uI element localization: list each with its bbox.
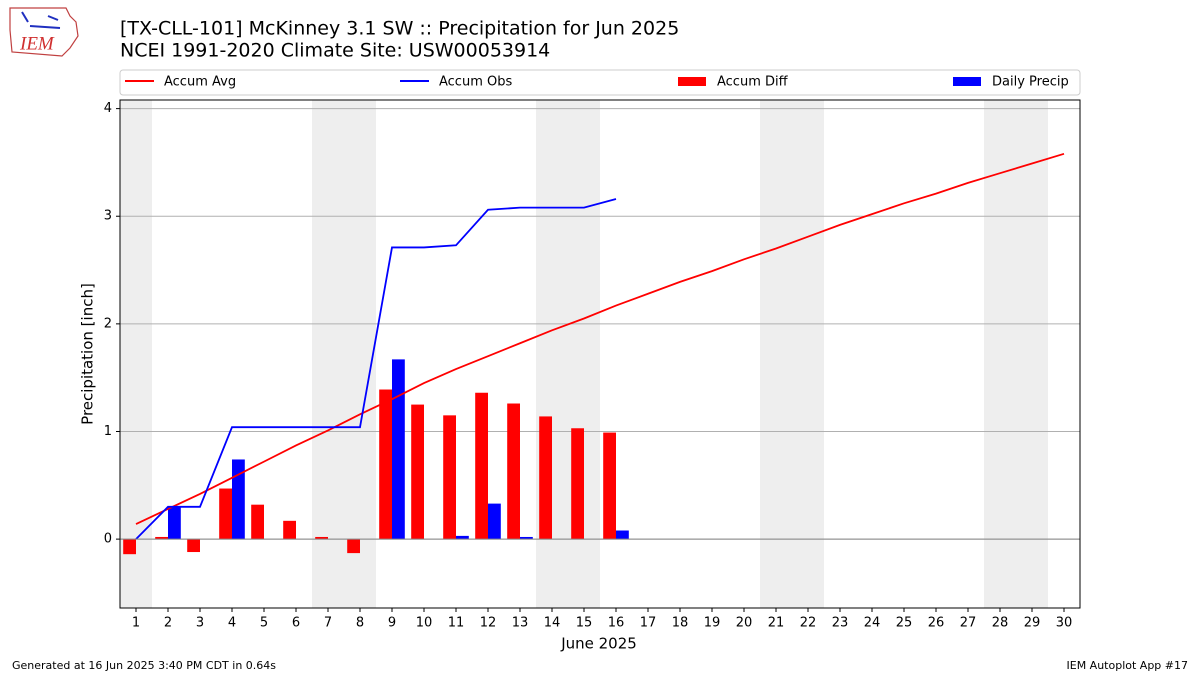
x-tick-label: 21 xyxy=(768,616,785,631)
bar xyxy=(219,488,232,540)
legend-swatch xyxy=(953,77,981,86)
x-tick-label: 2 xyxy=(164,616,172,631)
y-axis-label: Precipitation [inch] xyxy=(79,283,97,425)
legend-swatch xyxy=(678,77,706,86)
x-tick-label: 26 xyxy=(928,616,945,631)
bar xyxy=(443,415,456,540)
x-tick-label: 13 xyxy=(512,616,529,631)
x-tick-label: 17 xyxy=(640,616,657,631)
x-tick-label: 9 xyxy=(388,616,396,631)
x-tick-label: 28 xyxy=(992,616,1009,631)
x-tick-label: 11 xyxy=(448,616,465,631)
legend-label: Accum Diff xyxy=(717,75,789,90)
logo-icon xyxy=(21,11,61,29)
footer-left: Generated at 16 Jun 2025 3:40 PM CDT in … xyxy=(12,659,276,672)
line xyxy=(135,152,1065,525)
x-tick-label: 6 xyxy=(292,616,300,631)
bar xyxy=(379,389,392,540)
x-tick-label: 20 xyxy=(736,616,753,631)
bar xyxy=(168,506,181,540)
logo-text: IEM xyxy=(19,33,55,54)
bar xyxy=(123,539,136,555)
x-tick-label: 24 xyxy=(864,616,881,631)
x-tick-label: 19 xyxy=(704,616,721,631)
weekend-band xyxy=(312,100,376,608)
bar xyxy=(475,392,488,540)
bar xyxy=(488,503,501,540)
weekend-band xyxy=(984,100,1048,608)
x-tick-label: 30 xyxy=(1056,616,1073,631)
x-tick-label: 12 xyxy=(480,616,497,631)
x-tick-label: 22 xyxy=(800,616,817,631)
x-tick-label: 10 xyxy=(416,616,433,631)
bar xyxy=(616,530,629,540)
y-tick-label: 2 xyxy=(104,316,112,331)
line xyxy=(135,198,617,540)
x-tick-label: 18 xyxy=(672,616,689,631)
x-tick-label: 23 xyxy=(832,616,849,631)
bar xyxy=(347,539,360,554)
x-tick-label: 29 xyxy=(1024,616,1041,631)
weekend-band xyxy=(760,100,824,608)
y-tick-label: 1 xyxy=(104,424,112,439)
bar xyxy=(283,520,296,540)
x-tick-label: 8 xyxy=(356,616,364,631)
footer-right: IEM Autoplot App #17 xyxy=(1067,659,1189,672)
bar xyxy=(187,539,200,553)
plot-frame xyxy=(119,99,1081,609)
legend-box xyxy=(119,69,1081,96)
bar xyxy=(603,432,616,540)
x-axis-label: June 2025 xyxy=(560,635,637,653)
legend-label: Daily Precip xyxy=(992,75,1069,90)
legend-label: Accum Avg xyxy=(164,75,236,90)
bar xyxy=(456,535,469,540)
logo: IEM xyxy=(9,7,79,57)
bar xyxy=(520,536,533,540)
bar xyxy=(155,536,168,540)
bar xyxy=(571,428,584,540)
y-tick-label: 0 xyxy=(104,532,112,547)
bar xyxy=(232,459,245,540)
weekend-band xyxy=(120,100,152,608)
x-tick-label: 27 xyxy=(960,616,977,631)
x-tick-label: 14 xyxy=(544,616,561,631)
x-tick-label: 25 xyxy=(896,616,913,631)
x-tick-label: 15 xyxy=(576,616,593,631)
chart-title: [TX-CLL-101] McKinney 3.1 SW :: Precipit… xyxy=(120,18,679,40)
bar xyxy=(392,359,405,540)
chart-subtitle: NCEI 1991-2020 Climate Site: USW00053914 xyxy=(120,40,550,62)
bar xyxy=(251,504,264,540)
bar xyxy=(411,404,424,540)
x-tick-label: 1 xyxy=(132,616,140,631)
bar xyxy=(315,536,328,540)
y-tick-label: 3 xyxy=(104,209,112,224)
x-tick-label: 4 xyxy=(228,616,236,631)
x-tick-label: 3 xyxy=(196,616,204,631)
x-tick-label: 5 xyxy=(260,616,268,631)
legend-label: Accum Obs xyxy=(439,75,512,90)
bar xyxy=(507,403,520,540)
x-tick-label: 16 xyxy=(608,616,625,631)
bar xyxy=(539,416,552,540)
x-tick-label: 7 xyxy=(324,616,332,631)
logo-outline xyxy=(9,7,79,57)
y-tick-label: 4 xyxy=(104,101,112,116)
